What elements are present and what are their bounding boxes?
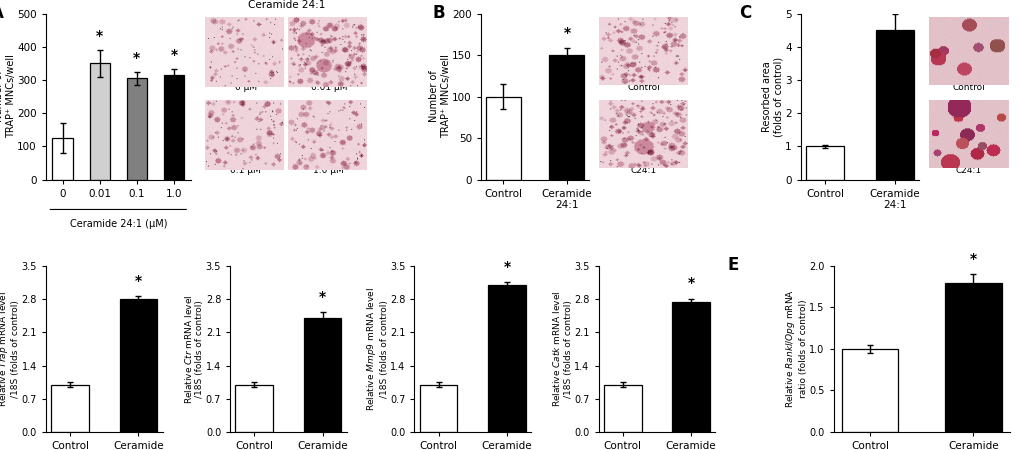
Y-axis label: Number of
TRAP⁺ MNCs/well: Number of TRAP⁺ MNCs/well [429, 54, 450, 139]
Bar [549, 55, 584, 180]
Text: Ceramide 24:1 (μM): Ceramide 24:1 (μM) [69, 220, 167, 230]
Bar [944, 283, 1001, 432]
Text: B: B [432, 4, 444, 22]
Text: 0.01 μM: 0.01 μM [311, 82, 346, 91]
Text: C24:1: C24:1 [630, 166, 656, 175]
Text: C: C [739, 4, 751, 22]
Text: *: * [687, 276, 694, 290]
Text: E: E [728, 256, 739, 274]
Bar [603, 385, 641, 432]
Bar [51, 385, 89, 432]
Y-axis label: Relative $\it{Catk}$ mRNA level
/18S (folds of control): Relative $\it{Catk}$ mRNA level /18S (fo… [551, 291, 573, 407]
Text: C24:1: C24:1 [955, 166, 980, 175]
Text: *: * [891, 0, 898, 5]
Text: *: * [319, 290, 326, 304]
Text: A: A [0, 4, 4, 22]
Text: *: * [133, 51, 141, 65]
Bar [488, 285, 525, 432]
Bar [841, 349, 898, 432]
Bar [164, 75, 183, 180]
Bar [485, 97, 521, 180]
Text: *: * [170, 48, 177, 62]
Text: Control: Control [627, 82, 659, 91]
Text: *: * [562, 26, 570, 40]
Bar [672, 302, 709, 432]
Y-axis label: Relative $\it{Trap}$ mRNA level
/18S (folds of control): Relative $\it{Trap}$ mRNA level /18S (fo… [0, 291, 20, 407]
Bar [805, 146, 844, 180]
Bar [90, 63, 110, 180]
Text: *: * [969, 252, 976, 266]
Text: *: * [135, 274, 142, 288]
Text: Ceramide 24:1: Ceramide 24:1 [248, 0, 325, 10]
Bar [304, 318, 341, 432]
Bar [119, 299, 157, 432]
Text: 0.1 μM: 0.1 μM [230, 166, 261, 175]
Bar [235, 385, 273, 432]
Text: *: * [502, 260, 510, 274]
Y-axis label: Relative $\it{Rankl/Opg}$ mRNA
ratio (folds of control): Relative $\it{Rankl/Opg}$ mRNA ratio (fo… [784, 289, 807, 409]
Y-axis label: Relative $\it{Mmp9}$ mRNA level
/18S (folds of control): Relative $\it{Mmp9}$ mRNA level /18S (fo… [365, 287, 388, 411]
Y-axis label: Resorbed area
(folds of control): Resorbed area (folds of control) [761, 56, 784, 137]
Bar [874, 30, 913, 180]
Y-axis label: Relative $\it{Ctr}$ mRNA level
/18S (folds of control): Relative $\it{Ctr}$ mRNA level /18S (fol… [182, 294, 204, 404]
Text: 0 μM: 0 μM [234, 82, 257, 91]
Bar [126, 78, 147, 180]
Text: *: * [96, 29, 103, 43]
Text: 1.0 μM: 1.0 μM [313, 166, 343, 175]
Bar [52, 138, 72, 180]
Text: Control: Control [951, 82, 984, 91]
Bar [419, 385, 457, 432]
Y-axis label: Number of
TRAP⁺ MNCs/well: Number of TRAP⁺ MNCs/well [0, 54, 16, 139]
